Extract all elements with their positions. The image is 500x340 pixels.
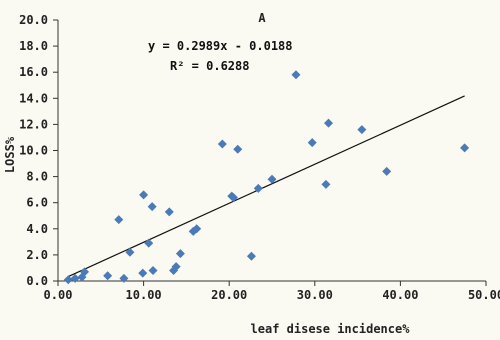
y-tick-label: 0.0 <box>26 274 48 288</box>
x-axis-label: leaf disese incidence% <box>251 322 411 336</box>
y-tick-label: 14.0 <box>19 91 48 105</box>
data-point <box>138 268 148 278</box>
chart-title: A <box>258 11 266 25</box>
data-point <box>357 125 367 135</box>
y-tick-label: 4.0 <box>26 222 48 236</box>
axes <box>53 19 487 286</box>
data-point <box>119 273 129 283</box>
data-point <box>460 143 470 153</box>
data-point <box>246 251 256 261</box>
regression-equation: y = 0.2989x - 0.0188 <box>148 39 293 53</box>
data-point <box>228 192 238 202</box>
data-point <box>192 224 202 234</box>
data-point <box>70 273 80 283</box>
trendline-group <box>68 95 465 278</box>
data-point <box>307 138 317 148</box>
data-point <box>267 174 277 184</box>
x-tick-label: 30.00 <box>297 288 333 302</box>
trendline <box>68 95 465 278</box>
data-point <box>171 262 181 272</box>
data-point <box>323 118 333 128</box>
y-tick-label: 20.0 <box>19 13 48 27</box>
r-squared-label: R² = 0.6288 <box>170 59 249 73</box>
data-point <box>148 266 158 276</box>
data-point <box>125 247 135 257</box>
x-tick-labels: 0.00 10.00 20.00 30.00 40.00 50.00 <box>44 288 500 302</box>
y-tick-label: 2.0 <box>26 248 48 262</box>
data-point <box>382 166 392 176</box>
data-point <box>291 70 301 80</box>
y-tick-label: 6.0 <box>26 196 48 210</box>
data-point <box>144 238 154 248</box>
data-point <box>217 139 227 149</box>
data-point <box>114 215 124 225</box>
data-point <box>80 267 90 277</box>
data-points <box>63 70 470 285</box>
data-point <box>139 190 149 200</box>
data-point <box>147 202 157 212</box>
x-tick-label: 50.00 <box>468 288 500 302</box>
y-tick-label: 18.0 <box>19 39 48 53</box>
x-tick-label: 10.00 <box>126 288 162 302</box>
x-tick-label: 0.00 <box>44 288 73 302</box>
data-point <box>233 144 243 154</box>
y-tick-label: 12.0 <box>19 117 48 131</box>
y-axis-label: LOSS% <box>3 136 17 173</box>
data-point <box>164 207 174 217</box>
y-tick-labels: 0.0 2.0 4.0 6.0 8.0 10.0 12.0 14.0 16.0 18.0 20.0 <box>19 13 48 288</box>
data-point <box>321 179 331 189</box>
x-tick-label: 20.00 <box>211 288 247 302</box>
y-tick-label: 10.0 <box>19 144 48 158</box>
data-point <box>103 271 113 281</box>
data-point <box>63 275 73 285</box>
y-tick-label: 16.0 <box>19 65 48 79</box>
y-tick-label: 8.0 <box>26 170 48 184</box>
data-point <box>253 183 263 193</box>
x-tick-label: 40.00 <box>382 288 418 302</box>
data-point <box>175 249 185 259</box>
